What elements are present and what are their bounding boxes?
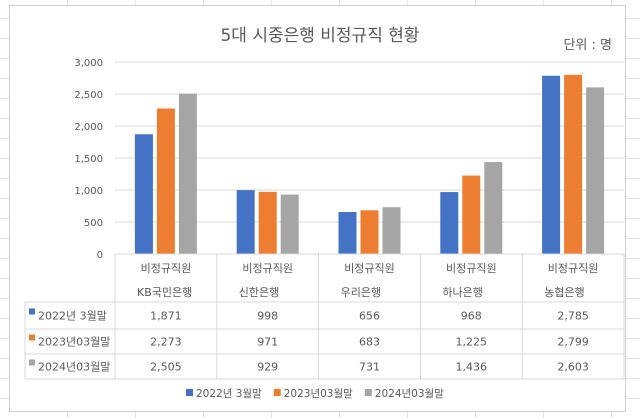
- table-value: 2,799: [557, 336, 589, 349]
- category-label: 비정규직원: [548, 262, 599, 275]
- unit-label: 단위 : 명: [563, 38, 612, 53]
- y-tick-label: 1,500: [74, 154, 103, 165]
- table-value: 929: [257, 361, 278, 374]
- table-value: 1,436: [456, 361, 488, 374]
- y-tick-label: 3,000: [74, 58, 103, 69]
- bar: [462, 175, 481, 254]
- category-label: KB국민은행: [137, 286, 192, 299]
- category-label: 우리은행: [341, 286, 381, 299]
- table-value: 968: [461, 310, 482, 323]
- bar: [178, 93, 197, 255]
- y-tick-label: 2,500: [74, 90, 103, 101]
- table-series-label: 2024년03월말: [38, 361, 110, 374]
- table-value: 998: [257, 310, 278, 323]
- legend-label: 2023년03월말: [284, 388, 353, 400]
- category-label: 비정규직원: [344, 262, 395, 275]
- y-tick-label: 500: [84, 218, 103, 229]
- bar: [440, 192, 459, 254]
- legend-key: [364, 389, 372, 396]
- bar: [236, 190, 255, 254]
- table-value: 2,603: [557, 361, 589, 374]
- legend-label: 2022년 3월말: [196, 388, 262, 400]
- bar: [484, 162, 503, 254]
- table-value: 2,505: [150, 361, 182, 374]
- chart-title: 5대 시중은행 비정규직 현황: [220, 26, 419, 46]
- legend-label: 2024년03월말: [375, 388, 444, 400]
- bar: [280, 194, 299, 254]
- legend-key: [186, 389, 193, 396]
- bar: [156, 108, 175, 254]
- table-series-label: 2023년03월말: [38, 336, 110, 349]
- category-label: 농협은행: [544, 286, 584, 299]
- category-label: 비정규직원: [242, 262, 293, 275]
- y-tick-label: 2,000: [74, 122, 103, 133]
- table-value: 2,273: [150, 336, 182, 349]
- table-value: 731: [359, 361, 380, 374]
- table-series-label: 2022년 3월말: [38, 310, 107, 323]
- table-legend-key: [29, 308, 35, 315]
- bar: [258, 191, 277, 254]
- bar: [382, 207, 401, 254]
- table-value: 971: [257, 336, 278, 349]
- table-value: 2,785: [557, 310, 589, 323]
- category-label: 하나은행: [442, 285, 482, 299]
- y-tick-label: 1,000: [74, 186, 103, 197]
- legend-key: [273, 389, 281, 396]
- bar: [360, 210, 379, 254]
- bar: [542, 75, 561, 254]
- bar: [134, 134, 153, 254]
- category-label: 비정규직원: [446, 262, 497, 275]
- y-tick-label: 0: [97, 250, 103, 261]
- table-value: 1,871: [150, 310, 182, 323]
- category-label: 신한은행: [239, 286, 279, 299]
- table-value: 1,225: [456, 336, 488, 349]
- chart-area[interactable]: [9, 5, 626, 412]
- bar: [564, 74, 583, 254]
- table-legend-key: [29, 359, 35, 366]
- bar: [338, 212, 357, 254]
- bar: [586, 87, 605, 255]
- table-value: 656: [359, 310, 380, 323]
- table-value: 683: [359, 336, 380, 349]
- table-legend-key: [29, 334, 35, 341]
- category-label: 비정규직원: [141, 262, 192, 275]
